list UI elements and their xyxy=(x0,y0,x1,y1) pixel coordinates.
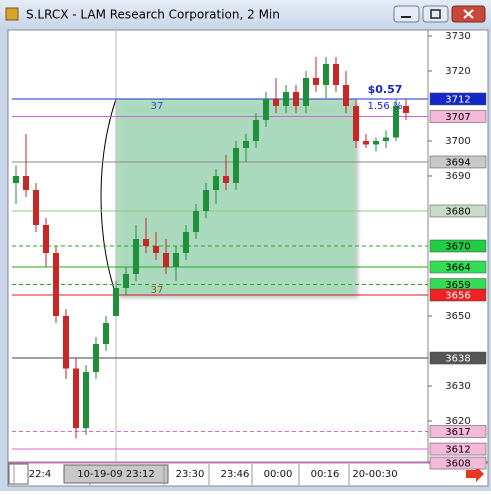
bar-count-bottom: 37 xyxy=(151,285,164,296)
app-icon xyxy=(5,7,19,21)
y-tick-label: 3700 xyxy=(445,136,470,147)
candle-body xyxy=(243,140,249,148)
level-box xyxy=(429,155,487,169)
cursor-time-box xyxy=(63,464,169,484)
y-tick-label: 3620 xyxy=(445,416,470,427)
candle-body xyxy=(183,231,189,254)
candle-body xyxy=(273,98,279,106)
candle-body xyxy=(203,189,209,211)
bar-count-top: 37 xyxy=(151,101,164,112)
candle-body xyxy=(153,246,159,254)
corner-box[interactable] xyxy=(8,463,29,485)
level-box xyxy=(429,288,487,302)
candle-body xyxy=(233,147,239,183)
price-change: $0.57 xyxy=(368,83,403,96)
y-tick-label: 3650 xyxy=(445,311,470,322)
candle-body xyxy=(13,175,19,183)
candle-body xyxy=(193,210,199,232)
candle-body xyxy=(343,84,349,106)
candle-body xyxy=(303,77,309,106)
candle-body xyxy=(143,238,149,246)
candle-body xyxy=(63,316,69,369)
scroll-arrow[interactable] xyxy=(466,466,484,482)
level-box xyxy=(429,92,487,106)
candle-body xyxy=(73,368,79,429)
candle-body xyxy=(223,175,229,183)
level-label: 3670 xyxy=(445,242,470,253)
measure-bracket xyxy=(100,98,117,296)
candle-body xyxy=(83,372,89,429)
level-label: 3608 xyxy=(445,459,470,470)
candle-body xyxy=(113,288,119,317)
candle-body xyxy=(393,105,399,138)
percent-change: 1.56 % xyxy=(368,101,403,112)
x-tick-label: 22:4 xyxy=(29,469,51,480)
candle-body xyxy=(373,140,379,145)
candle-body xyxy=(103,323,109,345)
candle-body xyxy=(213,175,219,190)
candle-body xyxy=(403,105,409,113)
candle-body xyxy=(93,344,99,373)
minimize-button[interactable] xyxy=(393,5,420,23)
maximize-button[interactable] xyxy=(422,5,449,23)
candle-body xyxy=(353,105,359,141)
candle-body xyxy=(33,189,39,225)
x-tick-label: 00:16 xyxy=(311,469,340,480)
y-tick-label: 3720 xyxy=(445,66,470,77)
level-box xyxy=(429,442,487,456)
candle-body xyxy=(53,253,59,317)
level-label: 3656 xyxy=(445,291,470,302)
y-tick-label: 3690 xyxy=(445,171,470,182)
level-label: 3617 xyxy=(445,427,470,438)
candle-body xyxy=(123,274,129,289)
candle-body xyxy=(43,224,49,254)
level-box xyxy=(429,110,487,123)
level-box xyxy=(429,456,487,470)
candle-body xyxy=(133,238,139,275)
level-label: 3680 xyxy=(445,206,470,217)
candle-body xyxy=(173,253,179,268)
measure-box xyxy=(116,98,355,296)
candle-body xyxy=(23,175,29,190)
maximize-icon xyxy=(430,9,441,19)
candle-body xyxy=(363,140,369,145)
candle-body xyxy=(293,91,299,106)
level-box xyxy=(429,239,487,253)
level-box xyxy=(429,204,487,218)
candle-body xyxy=(263,98,269,120)
close-icon xyxy=(463,9,474,19)
candle-body xyxy=(283,91,289,106)
candle-body xyxy=(163,253,169,268)
x-tick-label: 10-19-09 23:12 xyxy=(77,469,154,480)
level-label: 3694 xyxy=(445,157,470,168)
x-tick-label: 20-00:30 xyxy=(352,469,397,480)
x-tick-label: 00:00 xyxy=(264,469,293,480)
level-label: 3707 xyxy=(445,112,470,123)
level-label: 3659 xyxy=(445,280,470,291)
candle-body xyxy=(333,63,339,85)
level-box xyxy=(429,425,487,438)
candle-body xyxy=(383,137,389,141)
x-tick-label: 23:30 xyxy=(176,469,205,480)
level-label: 3638 xyxy=(445,354,470,365)
y-tick-label: 3730 xyxy=(445,31,470,42)
level-box xyxy=(429,351,487,365)
level-box xyxy=(429,260,487,274)
level-label: 3612 xyxy=(445,445,470,456)
candle-body xyxy=(313,77,319,85)
level-label: 3712 xyxy=(445,94,470,105)
window-title: S.LRCX - LAM Research Corporation, 2 Min xyxy=(26,8,280,22)
candle-body xyxy=(323,63,329,85)
candle-body xyxy=(253,119,259,141)
y-tick-label: 3630 xyxy=(445,381,470,392)
level-label: 3664 xyxy=(445,263,470,274)
x-tick-label: 23:46 xyxy=(221,469,250,480)
